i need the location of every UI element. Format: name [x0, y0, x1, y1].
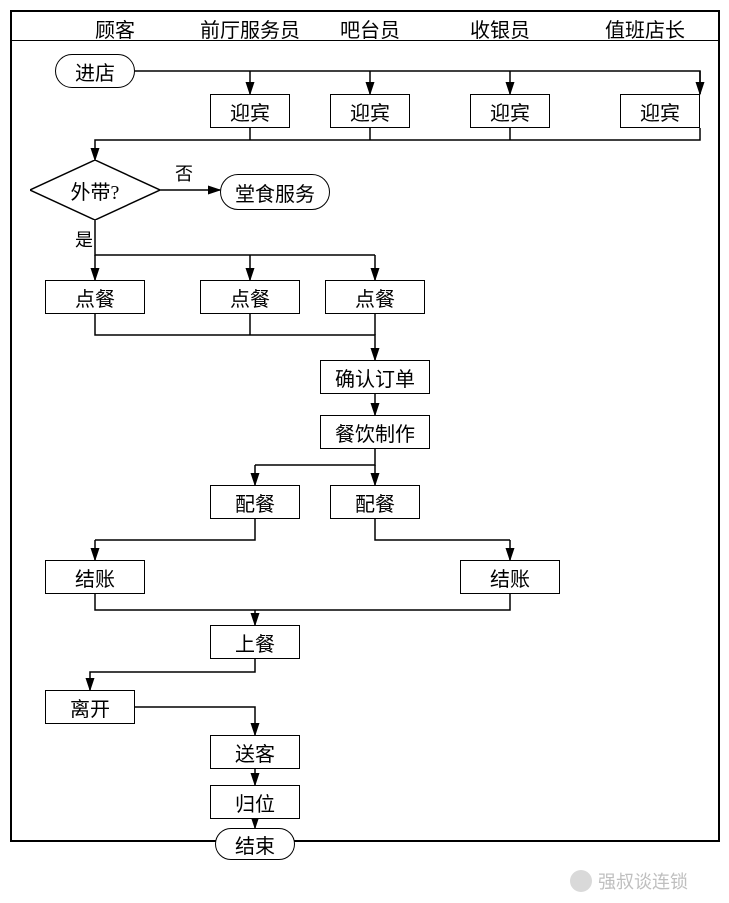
node-order-bartender: 点餐: [325, 280, 425, 314]
lane-header-manager: 值班店长: [590, 14, 700, 43]
node-order-customer: 点餐: [45, 280, 145, 314]
node-return: 归位: [210, 785, 300, 819]
node-takeout-decision: 外带?: [30, 160, 160, 220]
node-farewell: 送客: [210, 735, 300, 769]
node-deliver: 上餐: [210, 625, 300, 659]
node-cook: 餐饮制作: [320, 415, 430, 449]
edge-label-no: 否: [175, 160, 193, 186]
lane-header-customer: 顾客: [75, 14, 155, 43]
node-leave: 离开: [45, 690, 135, 724]
flowchart-canvas: 顾客 前厅服务员 吧台员 收银员 值班店长 进店 迎宾 迎宾 迎宾 迎宾 外带?…: [0, 0, 729, 903]
node-enter: 进店: [55, 54, 135, 88]
node-end: 结束: [215, 828, 295, 860]
node-greet-waiter: 迎宾: [210, 94, 290, 128]
watermark-icon: [570, 870, 592, 892]
watermark: 强叔谈连锁: [570, 868, 688, 894]
lane-header-waiter: 前厅服务员: [190, 14, 310, 43]
node-dinein: 堂食服务: [220, 174, 330, 210]
node-confirm-order: 确认订单: [320, 360, 430, 394]
watermark-text: 强叔谈连锁: [598, 868, 688, 894]
edge-label-yes: 是: [75, 226, 93, 252]
node-order-waiter: 点餐: [200, 280, 300, 314]
node-pay-customer: 结账: [45, 560, 145, 594]
node-greet-manager: 迎宾: [620, 94, 700, 128]
node-serve-bartender: 配餐: [330, 485, 420, 519]
node-pay-cashier: 结账: [460, 560, 560, 594]
lane-header-cashier: 收银员: [460, 14, 540, 43]
node-greet-bartender: 迎宾: [330, 94, 410, 128]
node-takeout-label: 外带?: [30, 160, 160, 220]
node-greet-cashier: 迎宾: [470, 94, 550, 128]
lane-header-bartender: 吧台员: [330, 14, 410, 43]
node-serve-waiter: 配餐: [210, 485, 300, 519]
